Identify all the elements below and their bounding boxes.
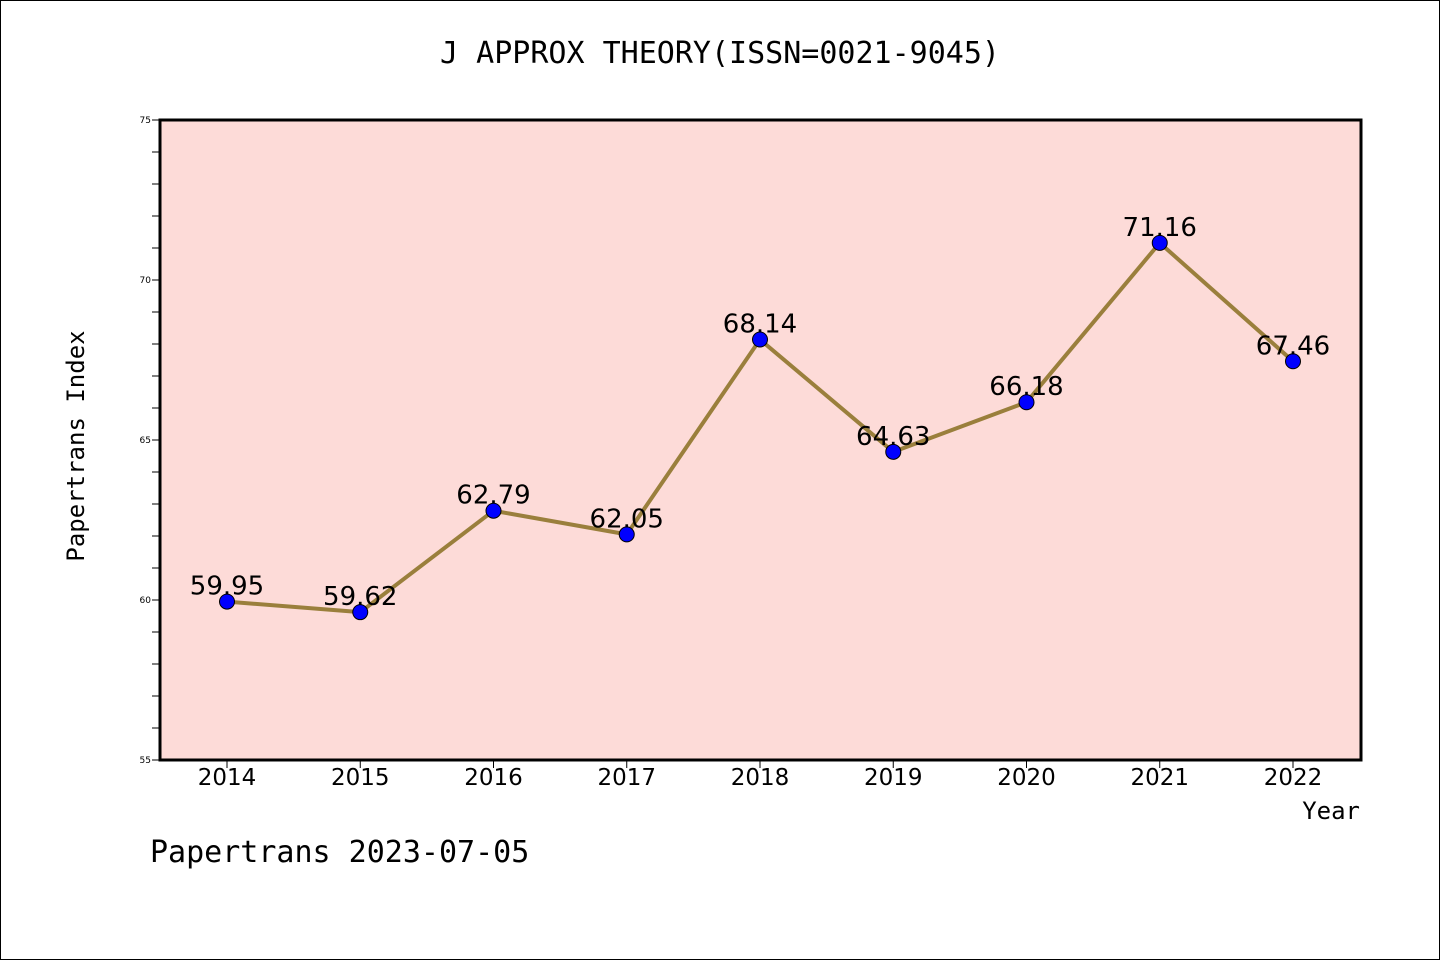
data-point (219, 593, 235, 610)
data-point (618, 526, 635, 543)
plot-border (158, 118, 1363, 762)
plot-area (160, 120, 1361, 760)
data-label: 62.05 (590, 504, 664, 534)
data-label: 71.16 (1123, 213, 1197, 243)
data-point (352, 604, 369, 621)
data-point (1285, 353, 1301, 370)
x-tick-label: 2016 (464, 765, 523, 791)
data-label: 64.63 (856, 422, 930, 452)
data-label: 67.46 (1256, 331, 1330, 361)
data-label: 59.95 (190, 572, 264, 602)
data-label: 62.79 (456, 481, 530, 511)
chart-title: J APPROX THEORY(ISSN=0021-9045) (440, 36, 1000, 71)
data-label: 59.62 (323, 582, 397, 612)
x-tick-label: 2021 (1130, 765, 1189, 791)
x-tick-label: 2019 (864, 765, 923, 791)
x-axis-label: Year (1302, 797, 1360, 825)
x-tick-label: 2017 (597, 765, 656, 791)
y-tick-label: 70 (140, 276, 152, 286)
data-point (1151, 234, 1168, 251)
data-point (752, 331, 768, 348)
data-label: 66.18 (989, 372, 1063, 402)
y-tick-label: 75 (140, 116, 151, 126)
data-point (1018, 394, 1035, 411)
y-tick-label: 60 (140, 596, 152, 606)
x-tick-label: 2018 (731, 765, 790, 791)
x-tick-label: 2022 (1264, 765, 1323, 791)
y-tick-label: 55 (140, 756, 151, 766)
y-tick-label: 65 (140, 436, 151, 446)
x-tick-label: 2020 (997, 765, 1056, 791)
data-label: 68.14 (723, 310, 797, 340)
footer-credit: Papertrans 2023-07-05 (150, 835, 530, 870)
data-point (885, 443, 902, 460)
data-point (485, 502, 502, 519)
x-tick-label: 2015 (331, 765, 390, 791)
x-tick-label: 2014 (198, 765, 257, 791)
